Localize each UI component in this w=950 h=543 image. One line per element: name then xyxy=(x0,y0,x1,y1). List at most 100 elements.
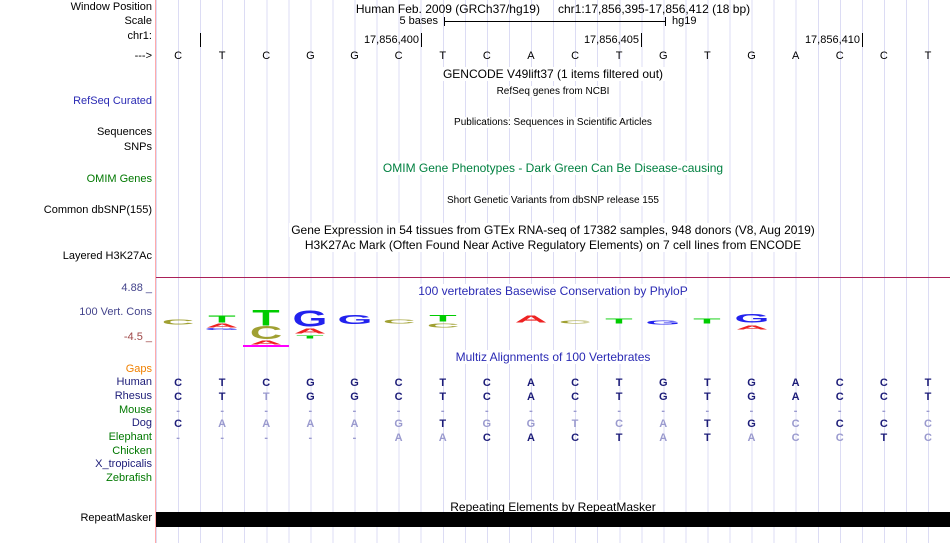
logo-letter-glyph: C xyxy=(558,319,592,325)
logo-letter-t: T xyxy=(423,315,463,325)
logo-letter-glyph: C xyxy=(161,318,195,327)
alignment-base-human: A xyxy=(791,377,800,389)
alignment-base-dog: C xyxy=(791,418,800,430)
alignment-base-mouse: - xyxy=(176,405,180,417)
track-title[interactable]: RefSeq genes from NCBI xyxy=(494,86,612,97)
logo-letter-glyph: A xyxy=(735,324,768,331)
track-label-omim-genes[interactable]: OMIM Genes xyxy=(86,173,152,185)
track-title[interactable]: Publications: Sequences in Scientific Ar… xyxy=(452,117,654,128)
logo-letter-glyph: T xyxy=(208,314,236,325)
logo-letter-t: T xyxy=(246,309,286,331)
alignment-base-rhesus: C xyxy=(174,391,183,403)
track-label-rhesus[interactable]: Rhesus xyxy=(114,390,152,402)
track-label-100-vert-cons[interactable]: 100 Vert. Cons xyxy=(79,306,152,318)
alignment-base-rhesus: C xyxy=(571,391,580,403)
track-title[interactable]: Repeating Elements by RepeatMasker xyxy=(448,500,658,514)
alignment-base-dog: A xyxy=(218,418,227,430)
alignment-base-elephant: - xyxy=(352,432,357,444)
track-title-row: 100 vertebrates Basewise Conservation by… xyxy=(156,282,950,300)
track-label-gaps[interactable]: Gaps xyxy=(125,363,152,375)
logo-letter-g: G xyxy=(732,314,772,326)
position-range: chr1:17,856,395-17,856,412 (18 bp) xyxy=(557,2,751,16)
window-position-row: Human Feb. 2009 (GRCh37/hg19) chr1:17,856… xyxy=(156,2,950,16)
alignment-base-dog: C xyxy=(615,418,624,430)
track-label-human[interactable]: Human xyxy=(116,376,152,388)
alignment-base-human: T xyxy=(439,377,447,389)
alignment-base-rhesus: A xyxy=(791,391,800,403)
alignment-base-mouse: - xyxy=(440,405,445,417)
alignment-base-human: G xyxy=(350,377,359,389)
alignment-base-human: T xyxy=(924,377,932,389)
track-label-scale: Scale xyxy=(124,15,152,27)
alignment-base-elephant: C xyxy=(791,432,800,444)
alignment-base-human: G xyxy=(747,377,756,389)
alignment-base-elephant: - xyxy=(176,432,180,444)
reference-base: T xyxy=(218,50,226,62)
alignment-base-mouse: - xyxy=(484,405,489,417)
track-label-snps[interactable]: SNPs xyxy=(123,141,152,153)
track-title[interactable]: 100 vertebrates Basewise Conservation by… xyxy=(416,284,690,298)
alignment-base-rhesus: C xyxy=(482,391,491,403)
track-label-sequences[interactable]: Sequences xyxy=(96,126,152,138)
alignment-base-mouse: - xyxy=(837,405,842,417)
track-label-layered-h3k27ac[interactable]: Layered H3K27Ac xyxy=(62,250,152,262)
reference-base: C xyxy=(879,50,888,62)
alignment-base-mouse: - xyxy=(308,405,313,417)
logo-letter-glyph: G xyxy=(292,307,328,333)
track-label-dog[interactable]: Dog xyxy=(131,417,152,429)
alignment-base-rhesus: G xyxy=(350,391,359,403)
reference-base: T xyxy=(924,50,932,62)
alignment-base-human: C xyxy=(879,377,888,389)
track-title[interactable]: Gene Expression in 54 tissues from GTEx … xyxy=(289,223,817,237)
alignment-base-elephant: C xyxy=(835,432,844,444)
repeatmasker-element-bar[interactable] xyxy=(156,512,950,527)
track-title[interactable]: GENCODE V49lift37 (1 items filtered out) xyxy=(440,67,666,81)
alignment-base-elephant: A xyxy=(747,432,756,444)
reference-base: C xyxy=(394,50,403,62)
ruler-tick xyxy=(200,33,201,47)
alignment-base-rhesus: C xyxy=(879,391,888,403)
track-label-refseq-curated[interactable]: RefSeq Curated xyxy=(73,95,152,107)
track-title[interactable]: H3K27Ac Mark (Often Found Near Active Re… xyxy=(302,238,804,252)
alignment-base-mouse: - xyxy=(573,405,577,417)
alignment-base-rhesus: T xyxy=(218,391,226,403)
alignment-base-mouse: - xyxy=(617,405,621,417)
track-label-mouse[interactable]: Mouse xyxy=(118,404,152,416)
track-label-x-tropicalis[interactable]: X_tropicalis xyxy=(95,458,152,470)
track-label-chicken[interactable]: Chicken xyxy=(112,445,152,457)
track-title[interactable]: Short Genetic Variants from dbSNP releas… xyxy=(445,195,661,206)
logo-letter-g: G xyxy=(335,314,375,327)
alignment-base-mouse: - xyxy=(220,405,224,417)
logo-letter-a: A xyxy=(732,325,772,333)
alignment-base-elephant: A xyxy=(438,432,447,444)
logo-letter-g: G xyxy=(202,328,242,334)
track-label-common-dbsnp-155[interactable]: Common dbSNP(155) xyxy=(43,204,152,216)
alignment-base-dog: C xyxy=(174,418,183,430)
alignment-base-mouse: - xyxy=(264,405,269,417)
alignment-base-human: C xyxy=(394,377,403,389)
track-title[interactable]: OMIM Gene Phenotypes - Dark Green Can Be… xyxy=(380,161,726,175)
track-title[interactable]: Multiz Alignments of 100 Vertebrates xyxy=(453,350,653,364)
logo-letter-glyph: T xyxy=(605,317,633,326)
logo-letter-a: A xyxy=(290,328,330,337)
track-label-elephant[interactable]: Elephant xyxy=(108,431,152,443)
logo-letter-glyph: A xyxy=(205,322,239,329)
assembly-tag: hg19 xyxy=(672,15,697,27)
alignment-base-human: C xyxy=(174,377,183,389)
alignment-base-elephant: C xyxy=(482,432,491,444)
alignment-base-dog: T xyxy=(571,418,579,430)
ruler-number: 17,856,400 xyxy=(363,34,419,46)
alignment-base-rhesus: T xyxy=(615,391,623,403)
alignment-base-dog: G xyxy=(747,418,756,430)
alignment-base-mouse: - xyxy=(396,405,401,417)
alignment-base-dog: G xyxy=(526,418,536,430)
track-label-zebrafish[interactable]: Zebrafish xyxy=(106,472,152,484)
alignment-base-elephant: A xyxy=(526,432,535,444)
alignment-base-rhesus: T xyxy=(924,391,932,403)
logo-letter-g: G xyxy=(643,320,683,328)
alignment-base-mouse: - xyxy=(352,405,357,417)
alignment-base-dog: A xyxy=(306,418,315,430)
scale-bar xyxy=(444,17,666,26)
track-label-repeatmasker[interactable]: RepeatMasker xyxy=(80,512,152,524)
track-title-row: GENCODE V49lift37 (1 items filtered out) xyxy=(156,65,950,83)
